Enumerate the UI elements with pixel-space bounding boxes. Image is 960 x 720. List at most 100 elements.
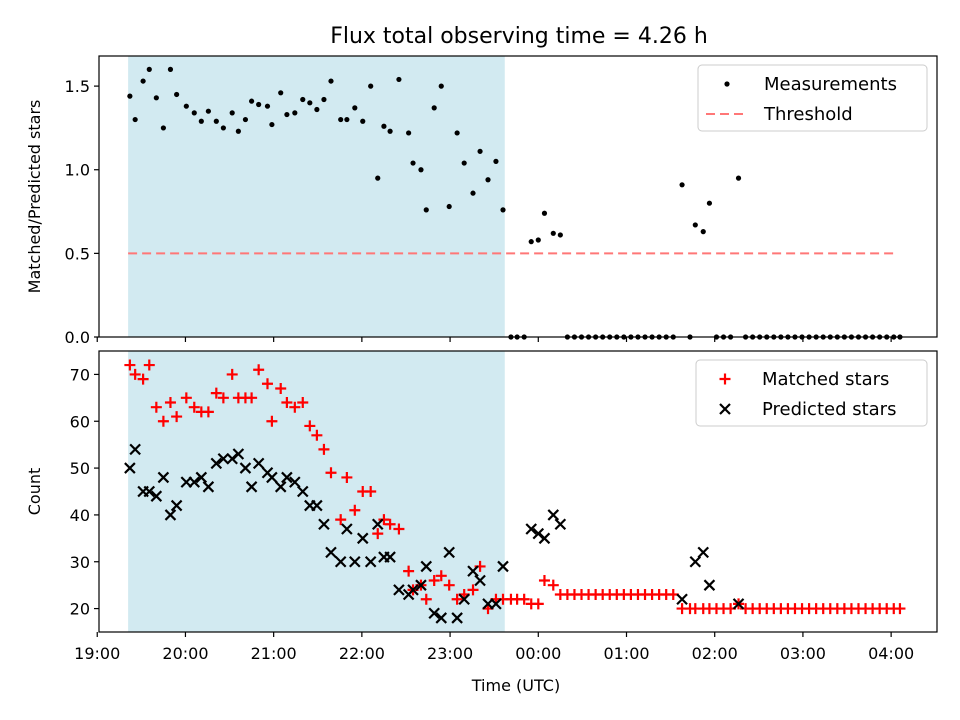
data-point — [410, 160, 416, 166]
data-point — [703, 579, 716, 591]
legend-marker — [724, 81, 730, 87]
legend-marker — [719, 373, 731, 385]
data-point — [284, 111, 290, 118]
data-point — [311, 499, 323, 512]
data-point — [195, 471, 208, 484]
data-point — [242, 116, 249, 123]
data-point — [292, 110, 298, 116]
data-point — [532, 598, 544, 610]
data-point — [538, 532, 551, 545]
x-tick-label: 21:00 — [251, 644, 297, 663]
data-point — [538, 574, 550, 586]
data-point — [676, 593, 688, 605]
data-point — [232, 448, 245, 460]
data-point — [129, 368, 141, 380]
data-point — [454, 130, 460, 136]
data-point — [384, 518, 396, 530]
data-point — [289, 476, 301, 488]
data-point — [335, 514, 347, 526]
y-tick-label: 30 — [70, 553, 90, 572]
data-point — [446, 203, 452, 210]
data-point — [296, 485, 309, 498]
data-point — [256, 101, 262, 108]
x-tick-label: 19:00 — [74, 644, 120, 663]
data-point — [124, 462, 136, 474]
data-point — [497, 560, 509, 573]
data-point — [321, 96, 327, 103]
data-point — [143, 485, 156, 498]
data-point — [246, 392, 258, 404]
data-point — [143, 359, 155, 371]
data-point — [252, 457, 265, 470]
data-point — [428, 574, 440, 586]
data-point — [307, 100, 313, 106]
x-tick-label: 00:00 — [515, 644, 561, 663]
legend-box — [695, 359, 928, 427]
data-point — [146, 66, 152, 72]
y-tick-label: 0.5 — [65, 244, 90, 263]
data-point — [235, 128, 241, 134]
data-point — [341, 523, 353, 535]
data-point — [360, 118, 366, 124]
data-point — [249, 98, 255, 104]
plot-frame — [98, 55, 938, 338]
data-point — [344, 116, 350, 123]
legend-label: Predicted stars — [762, 399, 896, 420]
x-axis-label: Time (UTC) — [471, 676, 560, 695]
data-point — [174, 91, 180, 98]
data-point — [281, 397, 293, 409]
data-point — [393, 523, 405, 535]
data-point — [328, 78, 334, 84]
data-point — [188, 401, 200, 413]
series-predicted-stars — [124, 443, 745, 624]
data-point — [554, 518, 567, 531]
chart-title: Flux total observing time = 4.26 h — [330, 24, 708, 49]
x-tick-label: 20:00 — [162, 644, 208, 663]
data-point — [150, 490, 163, 502]
data-point — [435, 612, 448, 624]
series-matched-stars — [124, 359, 906, 615]
data-point — [435, 570, 447, 582]
data-point — [210, 387, 222, 399]
data-point — [461, 160, 467, 166]
data-point — [541, 210, 548, 216]
data-point — [183, 103, 189, 109]
data-point — [700, 229, 706, 235]
x-tick-label: 03:00 — [780, 644, 826, 663]
data-point — [226, 368, 238, 380]
x-tick-label: 22:00 — [339, 644, 385, 663]
data-point — [692, 222, 698, 228]
data-point — [428, 607, 440, 620]
data-point — [525, 523, 538, 535]
y-axis-label: Matched/Predicted stars — [25, 100, 44, 294]
data-point — [264, 103, 271, 109]
data-point — [381, 123, 387, 129]
data-point — [318, 518, 330, 531]
data-point — [349, 555, 361, 568]
data-point — [423, 207, 429, 213]
data-point — [528, 239, 534, 245]
data-point — [451, 593, 463, 605]
data-point — [132, 116, 138, 123]
data-point — [334, 555, 347, 568]
data-point — [697, 546, 710, 559]
data-point — [384, 551, 396, 563]
data-point — [352, 105, 358, 111]
data-point — [150, 401, 162, 413]
data-point — [127, 93, 133, 99]
data-point — [170, 499, 183, 512]
data-point — [289, 401, 301, 413]
top-panel: 0.0 0.5 1.0 1.5 Matched/Predicted stars Measu… — [25, 55, 938, 347]
y-tick-label: 0.0 — [65, 328, 90, 347]
data-point — [372, 528, 384, 540]
data-point — [202, 481, 215, 493]
data-point — [458, 593, 470, 605]
data-point — [493, 158, 499, 164]
y-axis-label: Count — [25, 468, 44, 516]
data-point — [217, 452, 230, 465]
data-point — [318, 443, 330, 455]
data-point — [205, 108, 211, 114]
x-tick-label: 23:00 — [427, 644, 473, 663]
data-point — [418, 167, 424, 173]
data-point — [140, 78, 146, 84]
